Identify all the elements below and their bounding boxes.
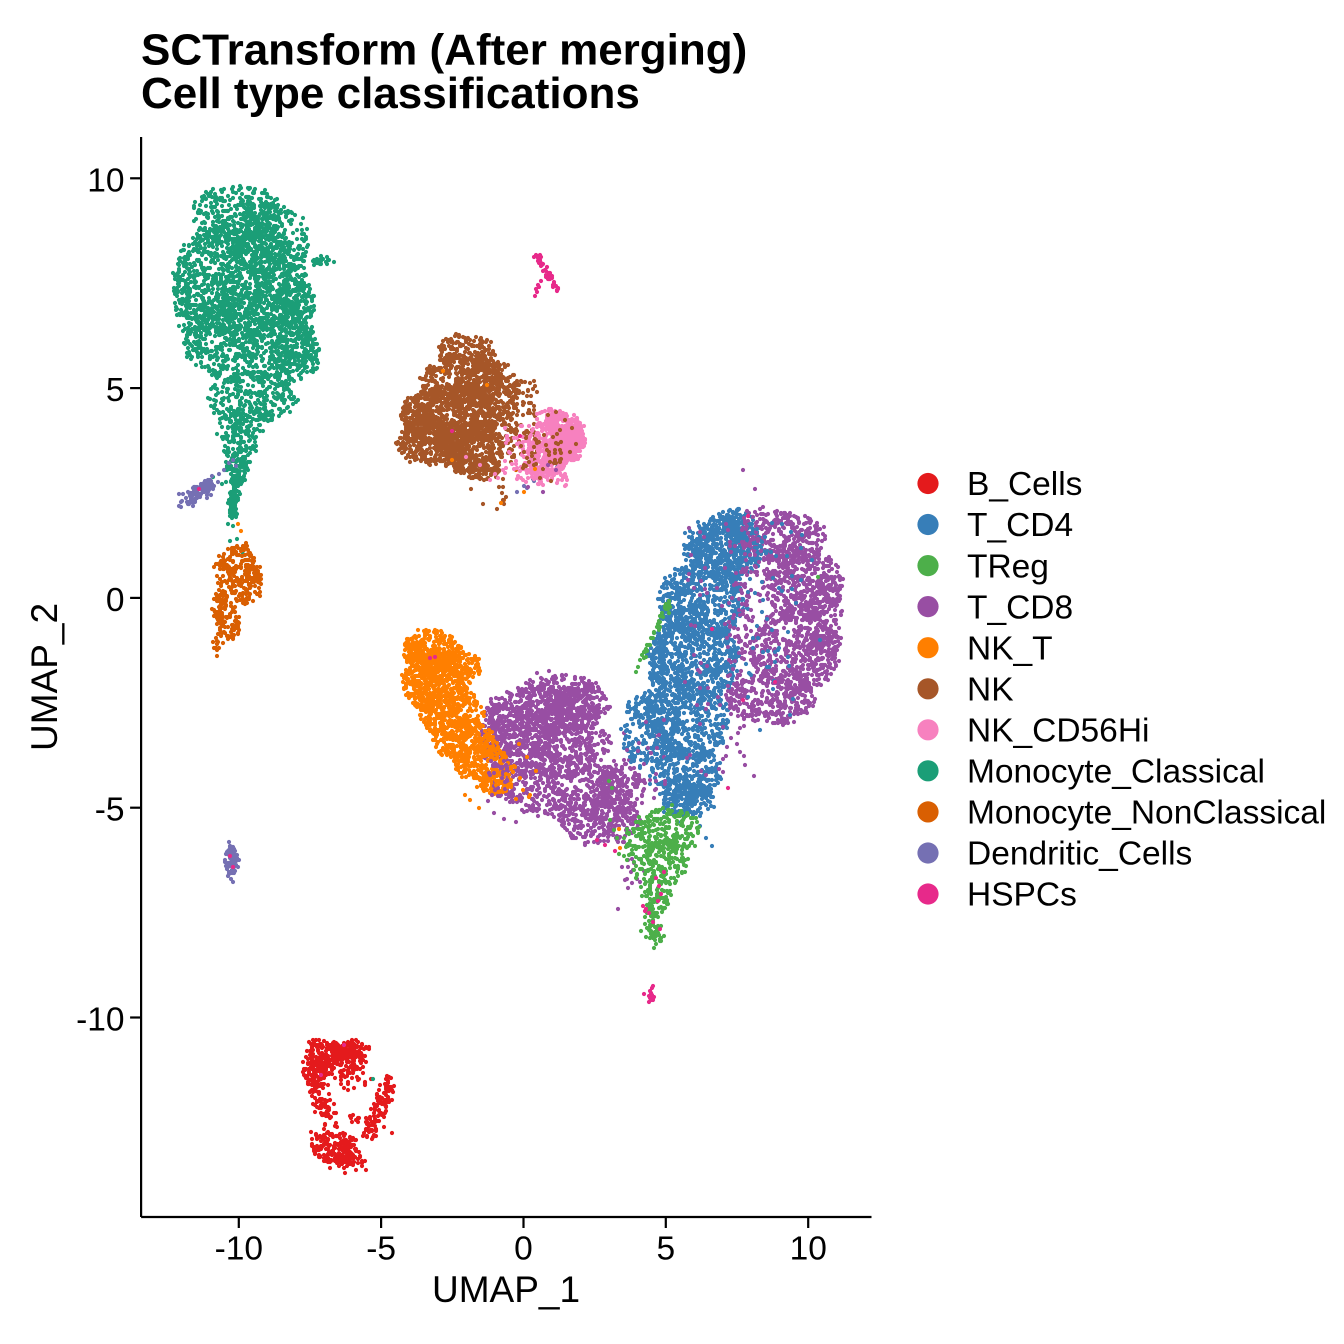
svg-text:T_CD8: T_CD8 [967, 589, 1073, 626]
svg-text:NK: NK [967, 672, 1014, 709]
svg-text:UMAP_2: UMAP_2 [24, 603, 65, 751]
svg-text:5: 5 [106, 372, 125, 409]
svg-text:-5: -5 [366, 1231, 396, 1268]
svg-text:Monocyte_NonClassical: Monocyte_NonClassical [967, 795, 1326, 832]
svg-text:NK_T: NK_T [967, 630, 1053, 667]
svg-text:10: 10 [790, 1231, 827, 1268]
svg-text:-5: -5 [95, 792, 125, 829]
svg-text:0: 0 [106, 582, 125, 619]
svg-text:Monocyte_Classical: Monocyte_Classical [967, 754, 1265, 791]
svg-text:-10: -10 [76, 1002, 124, 1039]
svg-text:B_Cells: B_Cells [967, 466, 1082, 503]
svg-text:Dendritic_Cells: Dendritic_Cells [967, 836, 1192, 873]
svg-text:SCTransform (After merging): SCTransform (After merging) [141, 26, 747, 75]
svg-text:0: 0 [514, 1231, 533, 1268]
svg-text:T_CD4: T_CD4 [967, 507, 1073, 544]
svg-text:-10: -10 [215, 1231, 263, 1268]
svg-text:NK_CD56Hi: NK_CD56Hi [967, 713, 1149, 750]
svg-text:TReg: TReg [967, 548, 1049, 585]
svg-text:Cell type classifications: Cell type classifications [141, 69, 640, 118]
svg-text:10: 10 [87, 162, 124, 199]
svg-text:5: 5 [656, 1231, 675, 1268]
svg-text:UMAP_1: UMAP_1 [432, 1269, 580, 1310]
svg-text:HSPCs: HSPCs [967, 877, 1077, 914]
